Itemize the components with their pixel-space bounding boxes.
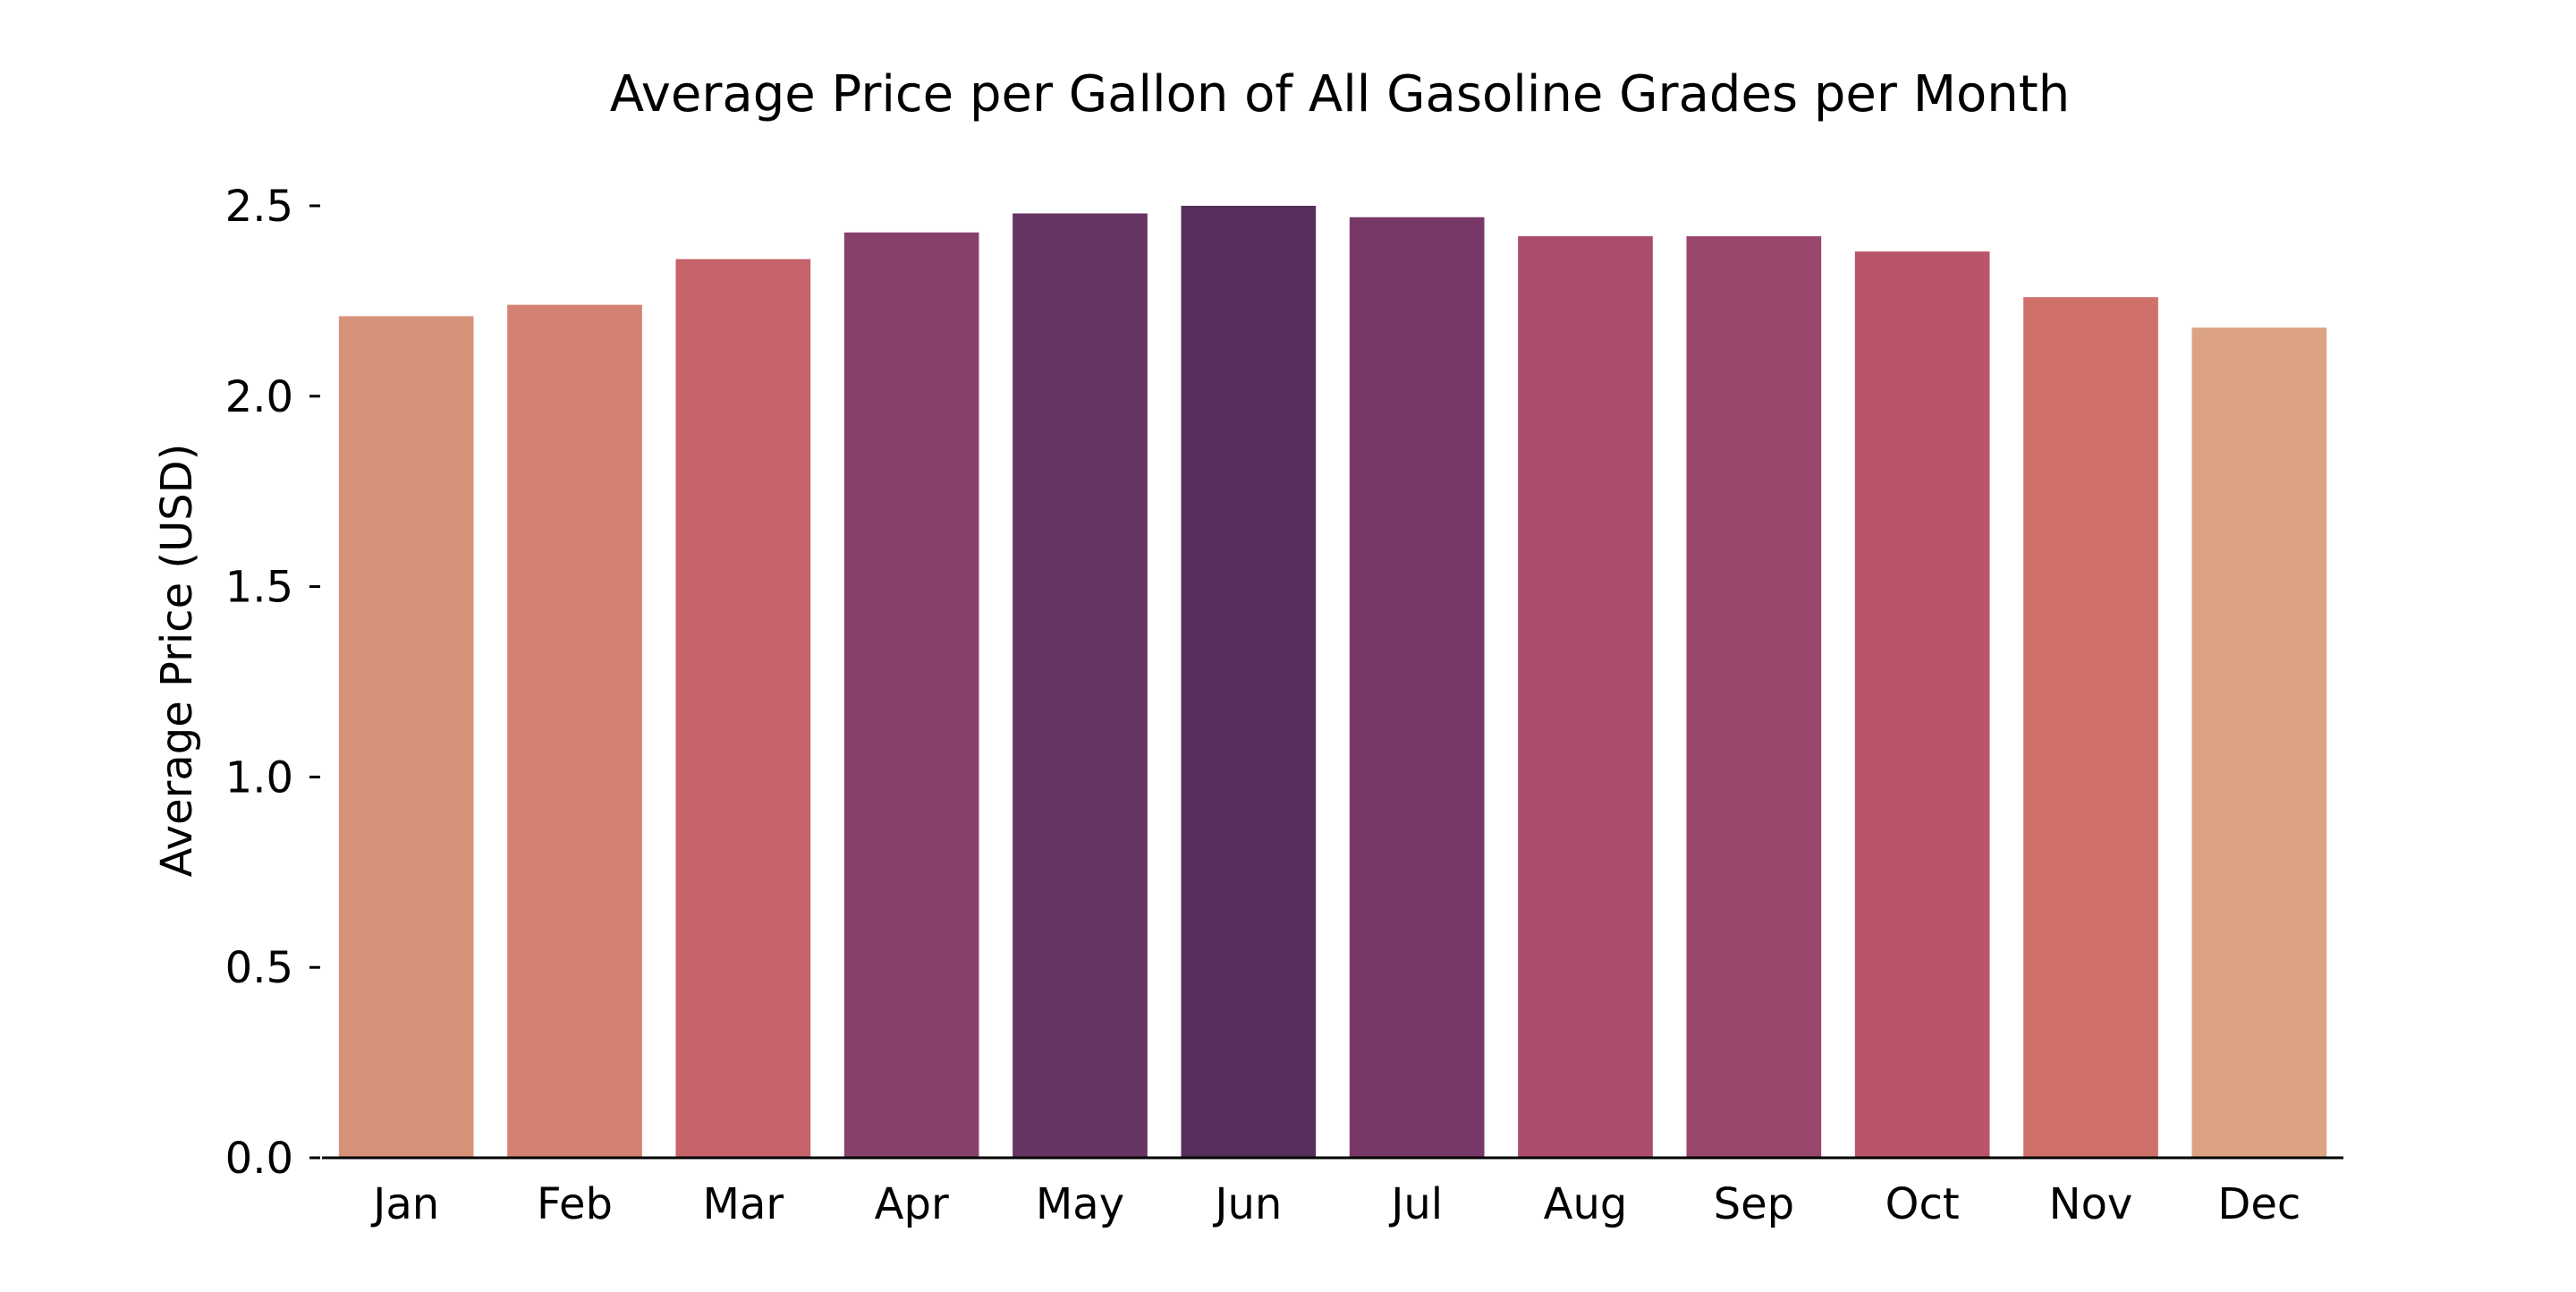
x-tick-label: Aug bbox=[1544, 1179, 1628, 1229]
x-axis-ticks: Jan Feb Mar Apr May Jun Jul Aug Sep Oct Nov Dec bbox=[370, 1179, 2301, 1229]
bar-apr bbox=[843, 232, 979, 1158]
y-axis-ticks: 0.0 0.5 1.0 1.5 2.0 2.5 bbox=[225, 182, 320, 1184]
x-tick-label: Apr bbox=[875, 1179, 949, 1229]
x-tick-label: Feb bbox=[537, 1179, 613, 1229]
bar-mar bbox=[675, 259, 811, 1159]
x-tick-label: Dec bbox=[2217, 1179, 2301, 1229]
bar-jun bbox=[1181, 206, 1317, 1158]
y-tick-label: 2.0 bbox=[225, 372, 293, 422]
x-tick-label: Sep bbox=[1714, 1179, 1794, 1229]
bar-may bbox=[1013, 213, 1148, 1159]
bar-dec bbox=[2191, 327, 2327, 1158]
y-tick-label: 2.5 bbox=[225, 182, 293, 232]
chart-title: Average Price per Gallon of All Gasoline… bbox=[610, 65, 2070, 123]
x-tick-label: Oct bbox=[1885, 1179, 1960, 1229]
x-tick-label: Jan bbox=[370, 1179, 439, 1229]
bar-jul bbox=[1349, 217, 1485, 1158]
y-axis-label: Average Price (USD) bbox=[152, 444, 202, 878]
bar-aug bbox=[1518, 236, 1653, 1159]
bar-oct bbox=[1854, 251, 1990, 1158]
x-tick-label: May bbox=[1036, 1179, 1124, 1229]
y-tick-label: 0.0 bbox=[225, 1134, 293, 1184]
bar-sep bbox=[1686, 236, 1822, 1159]
x-tick-label: Jun bbox=[1212, 1179, 1282, 1229]
x-tick-label: Nov bbox=[2049, 1179, 2133, 1229]
x-tick-label: Jul bbox=[1388, 1179, 1443, 1229]
y-tick-label: 1.0 bbox=[225, 752, 293, 803]
x-tick-label: Mar bbox=[703, 1179, 784, 1229]
bar-nov bbox=[2023, 297, 2158, 1158]
y-tick-label: 0.5 bbox=[225, 943, 293, 993]
y-tick-label: 1.5 bbox=[225, 563, 293, 613]
bar-series bbox=[338, 206, 2327, 1159]
bar-feb bbox=[507, 304, 642, 1158]
bar-jan bbox=[338, 316, 474, 1158]
